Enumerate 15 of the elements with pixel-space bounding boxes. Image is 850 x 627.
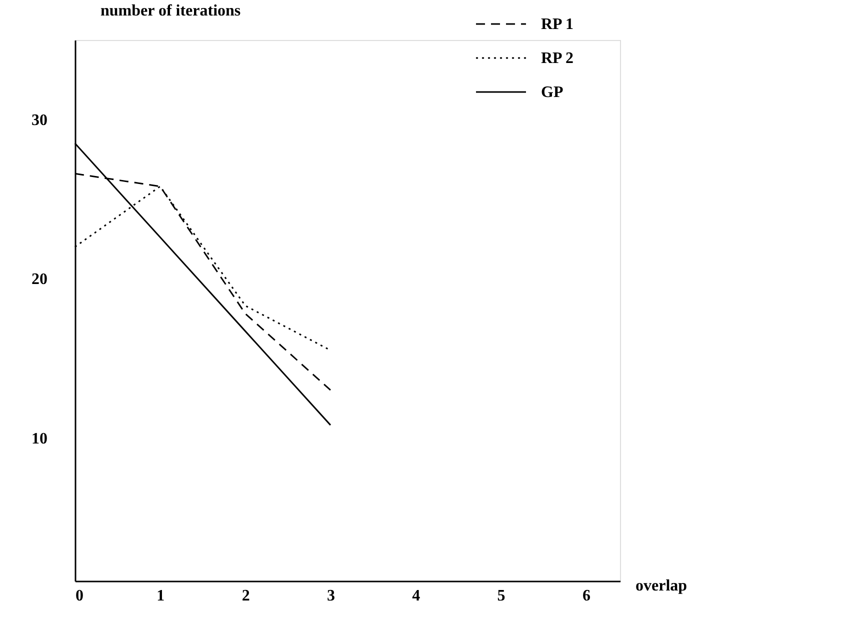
x-tick-label: 0 xyxy=(76,588,84,604)
x-tick-label: 6 xyxy=(582,588,590,604)
y-tick-label: 20 xyxy=(32,271,48,288)
x-tick-label: 4 xyxy=(412,588,420,604)
y-tick-label: 10 xyxy=(32,430,48,448)
y-tick-label: 30 xyxy=(32,112,48,130)
x-tick-label: 2 xyxy=(242,588,250,604)
x-tick-label: 3 xyxy=(326,588,335,604)
x-tick-label: 1 xyxy=(156,588,165,604)
legend-label: GP xyxy=(541,84,564,101)
legend-label: RP 2 xyxy=(541,50,574,67)
x-axis-title: overlap xyxy=(636,578,688,594)
x-tick-label: 5 xyxy=(497,588,506,604)
legend-label: RP 1 xyxy=(541,16,574,33)
y-axis-title: number of iterations xyxy=(100,2,241,20)
